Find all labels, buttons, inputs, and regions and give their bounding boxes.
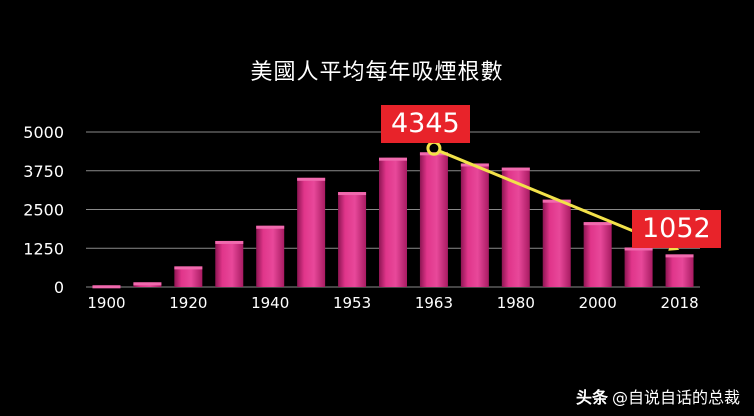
x-tick-label: 1900 [87,294,125,312]
watermark-brand: 头条 [575,388,608,407]
watermark-handle: @自说自话的总裁 [611,388,740,407]
y-tick-label: 2500 [23,201,64,220]
bar-1950 [297,177,326,287]
bar-1963 [419,152,448,287]
bar-cap-2018 [665,254,694,258]
x-tick-label: 1980 [497,294,535,312]
y-tick-label: 3750 [23,162,64,181]
bar-1940 [256,225,285,287]
y-tick-label: 1250 [23,239,64,258]
x-tick-label: 1953 [333,294,371,312]
bar-2010 [624,247,653,287]
bar-cap-1900 [92,285,121,289]
bar-cap-1940 [256,225,285,229]
bar-cap-1990 [542,199,571,203]
callout-latest: 1052 [632,210,721,248]
callout-peak: 4345 [381,105,470,143]
bar-2018 [665,254,694,287]
bar-1953 [338,192,367,287]
bar-cap-1953 [338,192,367,196]
y-tick-label: 5000 [23,123,64,142]
bar-cap-1950 [297,177,326,181]
bar-cap-1960 [379,157,407,161]
bar-2000 [583,222,612,287]
watermark: 头条 @自说自话的总裁 [576,384,740,408]
bar-1960 [379,157,407,287]
x-tick-label: 1920 [169,294,207,312]
y-tick-label: 0 [54,278,64,297]
x-tick-label: 1940 [251,294,289,312]
chart-title: 美國人平均每年吸煙根數 [250,60,504,85]
bar-cap-1930 [215,240,244,244]
bar-1990 [542,199,571,287]
bar-cap-1920 [174,266,203,270]
x-tick-label: 2018 [660,294,698,312]
bar-cap-2010 [624,247,653,251]
bar-1930 [215,240,244,287]
bar-cap-1910 [133,282,162,286]
x-tick-label: 1963 [415,294,453,312]
bar-cap-2000 [583,222,612,226]
bar-1970 [460,163,489,287]
bar-1920 [174,266,203,287]
bar-cap-1980 [501,167,530,171]
x-tick-label: 2000 [579,294,617,312]
